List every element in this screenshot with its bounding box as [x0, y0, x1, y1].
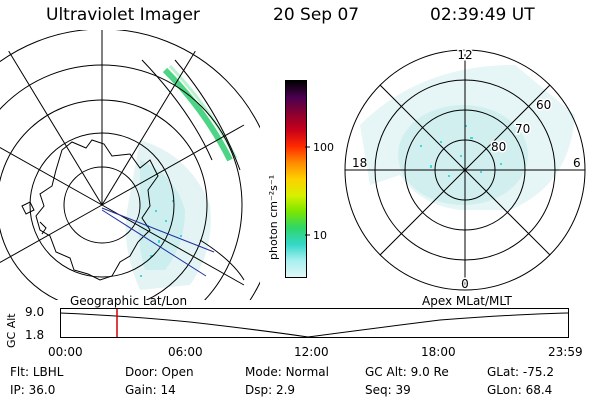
mlt-label-12: 12	[457, 48, 472, 62]
colorbar-tick-100: 100	[313, 141, 334, 154]
instrument-title: Ultraviolet Imager	[46, 5, 200, 25]
aurora-emission-geo	[125, 64, 238, 290]
polar-mlt-plot: 12 18 6 0 60 70 80	[344, 47, 586, 293]
mlt-label-18: 18	[352, 156, 367, 170]
y-tick-bottom: 1.8	[25, 328, 45, 342]
footer-filter: Flt: LBHL	[10, 365, 64, 379]
svg-text:GC Alt: GC Alt	[5, 313, 18, 348]
footer-gc-alt: GC Alt: 9.0 Re	[365, 365, 449, 379]
x-tick-0000: 00:00	[48, 345, 83, 359]
timeline-left-title: Geographic Lat/Lon	[70, 294, 188, 308]
time-label: 02:39:49 UT	[430, 5, 535, 25]
colorbar-unit-label: photon cm⁻²s⁻¹	[267, 175, 280, 260]
x-tick-1200: 12:00	[294, 345, 329, 359]
colorbar-tick-10: 10	[313, 229, 327, 242]
timeline-right-title: Apex MLat/MLT	[422, 294, 512, 308]
x-tick-2359: 23:59	[548, 345, 583, 359]
svg-text:photon cm⁻²s⁻¹: photon cm⁻²s⁻¹	[267, 175, 280, 260]
mlt-label-6: 6	[573, 156, 581, 170]
x-tick-1800: 18:00	[421, 345, 456, 359]
footer-glat: GLat: -75.2	[487, 365, 554, 379]
x-tick-0600: 06:00	[168, 345, 203, 359]
footer-mode: Mode: Normal	[245, 365, 329, 379]
footer-glon: GLon: 68.4	[487, 383, 553, 397]
date-label: 20 Sep 07	[273, 5, 360, 25]
footer-door: Door: Open	[125, 365, 194, 379]
colorbar-ticks: 100 10	[305, 141, 334, 242]
footer-ip: IP: 36.0	[10, 383, 56, 397]
footer-seq: Seq: 39	[365, 383, 411, 397]
spacecraft-view-lines	[101, 207, 215, 277]
geographic-map	[0, 30, 260, 300]
footer-dsp: Dsp: 2.9	[245, 383, 296, 397]
lat-label-70: 70	[515, 122, 530, 136]
lat-label-80: 80	[491, 140, 506, 154]
colorbar	[285, 80, 307, 278]
footer-gain: Gain: 14	[125, 383, 176, 397]
timeline-y-axis-title: GC Alt	[5, 313, 18, 348]
y-tick-top: 9.0	[25, 305, 45, 319]
aurora-emission-polar	[360, 65, 575, 210]
antarctica-coastline	[35, 139, 159, 281]
meridians	[0, 30, 245, 286]
altitude-timeline	[60, 308, 569, 338]
mlt-label-0: 0	[461, 277, 469, 291]
lat-label-60: 60	[536, 98, 551, 112]
